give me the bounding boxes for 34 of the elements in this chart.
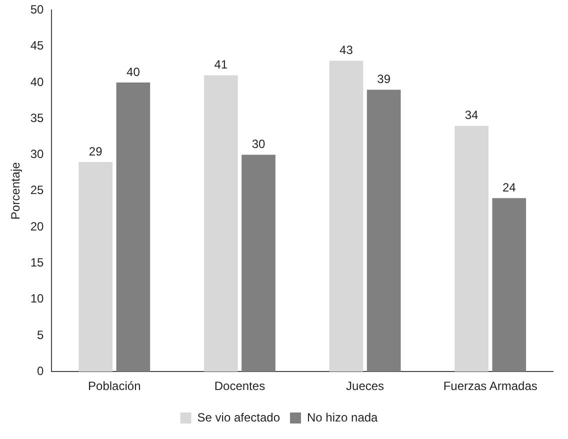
y-tick-label: 40 xyxy=(30,74,44,89)
bar xyxy=(116,82,150,372)
data-label: 29 xyxy=(88,144,103,158)
data-label: 41 xyxy=(214,58,228,72)
legend-label: Se vio afectado xyxy=(197,410,280,424)
y-tick-label: 50 xyxy=(30,2,44,17)
data-label: 43 xyxy=(340,43,354,58)
y-tick-label: 15 xyxy=(30,255,44,270)
bar xyxy=(329,60,364,372)
y-tick-label: 10 xyxy=(30,292,44,306)
x-tick-label: Fuerzas Armadas xyxy=(443,379,538,394)
legend-label: No hizo nada xyxy=(307,410,378,424)
y-axis-title: Porcentaje xyxy=(8,162,23,220)
data-label: 40 xyxy=(126,64,140,79)
bar xyxy=(242,154,276,372)
bar xyxy=(366,90,401,372)
data-label: 24 xyxy=(502,180,516,194)
bar xyxy=(204,75,238,372)
bar xyxy=(492,198,526,372)
x-tick-label: Docentes xyxy=(214,379,266,394)
bar xyxy=(454,126,488,372)
x-tick-label: Población xyxy=(88,379,141,394)
y-tick-label: 25 xyxy=(30,183,44,198)
y-tick-label: 45 xyxy=(30,38,44,53)
data-label: 39 xyxy=(377,72,391,86)
y-tick-label: 30 xyxy=(30,147,44,162)
data-label: 30 xyxy=(252,137,266,152)
data-label: 34 xyxy=(464,108,479,122)
y-tick-label: 35 xyxy=(30,110,44,125)
bar xyxy=(78,162,113,372)
x-tick-label: Jueces xyxy=(346,379,384,394)
y-tick-label: 0 xyxy=(37,364,44,378)
y-tick-label: 20 xyxy=(30,219,44,234)
y-tick-label: 5 xyxy=(37,328,44,342)
